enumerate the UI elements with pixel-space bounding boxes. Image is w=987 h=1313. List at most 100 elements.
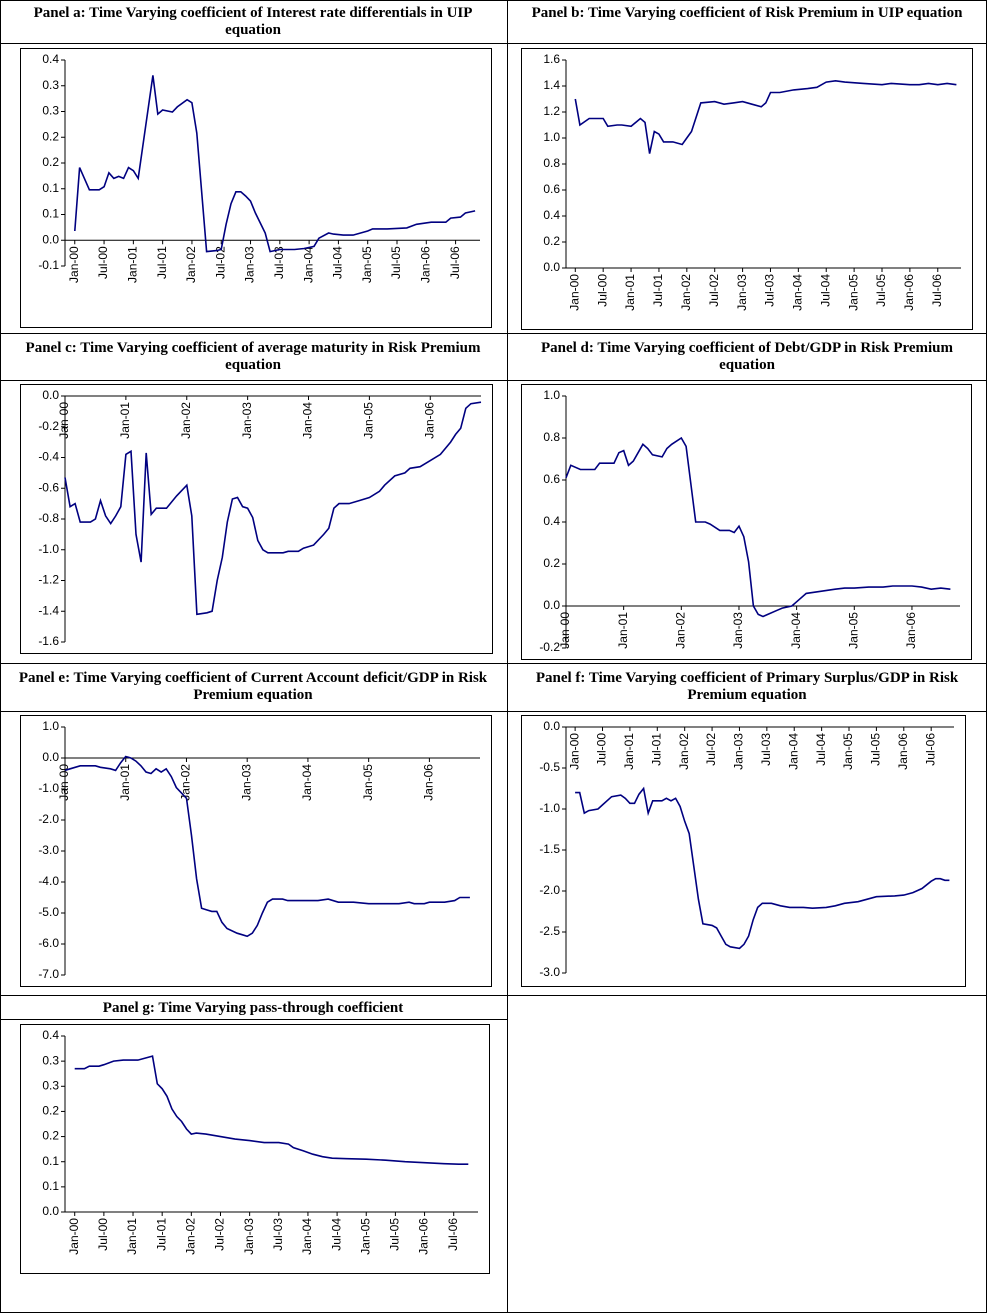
x-tick-label: Jul-02 [704, 733, 718, 766]
chart: 1.0 0.0 -1.0 -2.0 -3.0 -4.0 -5.0 -6.0 -7.0 Jan-00… [20, 715, 492, 987]
y-tick-label: 0.3 [42, 1053, 59, 1067]
x-tick-label: Jul-04 [818, 274, 832, 307]
x-tick-label: Jul-03 [763, 274, 777, 307]
y-tick-label: 0.3 [42, 104, 59, 118]
y-tick-label: 1.0 [543, 130, 560, 144]
x-tick-label: Jul-06 [448, 246, 462, 279]
x-tick-label: Jul-04 [331, 246, 345, 279]
y-tick-label: 0.2 [543, 234, 560, 248]
y-tick-label: 0.3 [42, 1078, 59, 1092]
panel-title: Panel b: Time Varying coefficient of Ris… [531, 5, 963, 21]
x-tick-label: Jul-02 [213, 1218, 227, 1251]
y-tick-label: -2.0 [539, 883, 560, 897]
x-tick-label: Jan-02 [179, 402, 193, 439]
x-tick-label: Jan-03 [243, 246, 257, 283]
y-tick-label: 0.0 [42, 750, 59, 764]
y-tick-label: 0.2 [42, 155, 59, 169]
x-tick-label: Jan-05 [841, 733, 855, 770]
x-tick-label: Jul-04 [814, 733, 828, 766]
chart: 0.0 -0.2 -0.4 -0.6 -0.8 -1.0 -1.2 -1.4 -1.6 Jan-0… [20, 384, 493, 654]
data-line [64, 401, 482, 616]
x-tick-label: Jan-06 [417, 1218, 431, 1255]
x-tick-label: Jul-01 [155, 246, 169, 279]
chart-border [521, 715, 966, 987]
y-tick-label: 0.1 [42, 207, 59, 221]
y-tick-label: 0.2 [42, 1104, 59, 1118]
panel-title: Panel e: Time Varying coefficient of Cur… [18, 670, 488, 703]
chart: 0.0 0.2 0.4 0.6 0.8 1.0 1.2 1.4 1.6 Jan-00 Jul-00 J… [521, 48, 973, 330]
y-tick-label: 0.8 [543, 156, 560, 170]
x-tick-label: Jan-03 [735, 274, 749, 311]
x-tick-label: Jan-06 [418, 246, 432, 283]
x-tick-label: Jan-01 [118, 764, 132, 801]
x-tick-label: Jan-01 [125, 1218, 139, 1255]
x-tick-label: Jan-05 [361, 764, 375, 801]
y-tick-label: -3.0 [539, 965, 560, 979]
y-tick-label: 0.6 [543, 472, 560, 486]
x-tick-label: Jan-02 [673, 612, 687, 649]
chart-border [20, 48, 492, 328]
y-tick-label: 1.0 [42, 719, 59, 733]
chart: -0.1 0.0 0.1 0.1 0.2 0.2 0.3 0.3 0.4 Jan-00 Jul-00… [20, 48, 492, 328]
x-tick-label: Jul-01 [649, 733, 663, 766]
x-tick-label: Jan-01 [118, 402, 132, 439]
y-tick-label: -1.5 [539, 842, 560, 856]
y-tick-label: -0.4 [38, 450, 59, 464]
y-tick-label: -1.0 [38, 781, 59, 795]
data-line [74, 75, 476, 253]
x-tick-label: Jul-05 [389, 246, 403, 279]
y-tick-label: 0.0 [42, 388, 59, 402]
x-tick-label: Jul-06 [446, 1218, 460, 1251]
y-tick-label: -6.0 [38, 936, 59, 950]
chart-border [20, 384, 493, 654]
x-tick-label: Jan-05 [846, 274, 860, 311]
y-tick-label: -3.0 [38, 843, 59, 857]
y-tick-label: 0.1 [42, 1179, 59, 1193]
chart: 0.0 -0.5 -1.0 -1.5 -2.0 -2.5 -3.0 Jan-00 Jul-00 J… [521, 715, 966, 987]
y-tick-label: -1.0 [539, 801, 560, 815]
y-tick-label: -1.6 [38, 634, 59, 648]
x-tick-label: Jul-01 [154, 1218, 168, 1251]
data-line [575, 786, 950, 950]
y-tick-label: 0.0 [543, 598, 560, 612]
x-tick-label: Jul-05 [388, 1218, 402, 1251]
x-tick-label: Jan-05 [358, 1218, 372, 1255]
x-tick-label: Jan-01 [126, 246, 140, 283]
x-tick-label: Jul-03 [271, 1218, 285, 1251]
x-tick-label: Jan-06 [902, 274, 916, 311]
x-tick-label: Jul-06 [923, 733, 937, 766]
y-tick-label: -0.2 [38, 419, 59, 433]
x-tick-label: Jan-06 [422, 764, 436, 801]
x-tick-label: Jan-06 [422, 402, 436, 439]
x-tick-label: Jan-04 [300, 1218, 314, 1255]
y-tick-label: 1.0 [543, 388, 560, 402]
y-tick-label: -2.5 [539, 924, 560, 938]
x-tick-label: Jan-05 [360, 246, 374, 283]
y-tick-label: -0.1 [38, 258, 59, 272]
x-tick-label: Jul-06 [930, 274, 944, 307]
x-tick-label: Jan-02 [677, 733, 691, 770]
y-tick-label: -0.6 [38, 480, 59, 494]
x-tick-label: Jul-01 [651, 274, 665, 307]
x-tick-label: Jan-00 [567, 733, 581, 770]
y-tick-label: 0.0 [543, 260, 560, 274]
x-tick-label: Jul-04 [329, 1218, 343, 1251]
y-tick-label: 1.4 [543, 78, 560, 92]
x-tick-label: Jan-03 [242, 1218, 256, 1255]
y-tick-label: 0.0 [42, 232, 59, 246]
chart: -0.2 0.0 0.2 0.4 0.6 0.8 1.0 Jan-00 Jan-01 Jan-02… [521, 384, 972, 660]
y-tick-label: 0.4 [543, 208, 560, 222]
y-tick-label: 0.0 [42, 1204, 59, 1218]
y-tick-label: 0.1 [42, 181, 59, 195]
y-tick-label: 0.8 [543, 430, 560, 444]
y-tick-label: -0.5 [539, 760, 560, 774]
x-tick-label: Jan-06 [896, 733, 910, 770]
chart-border [521, 48, 973, 330]
x-tick-label: Jan-04 [786, 733, 800, 770]
x-tick-label: Jan-00 [558, 612, 572, 649]
x-tick-label: Jan-03 [240, 402, 254, 439]
y-tick-label: -0.8 [38, 511, 59, 525]
chart-border [521, 384, 972, 660]
x-tick-label: Jul-00 [96, 1218, 110, 1251]
x-tick-label: Jan-00 [57, 402, 71, 439]
